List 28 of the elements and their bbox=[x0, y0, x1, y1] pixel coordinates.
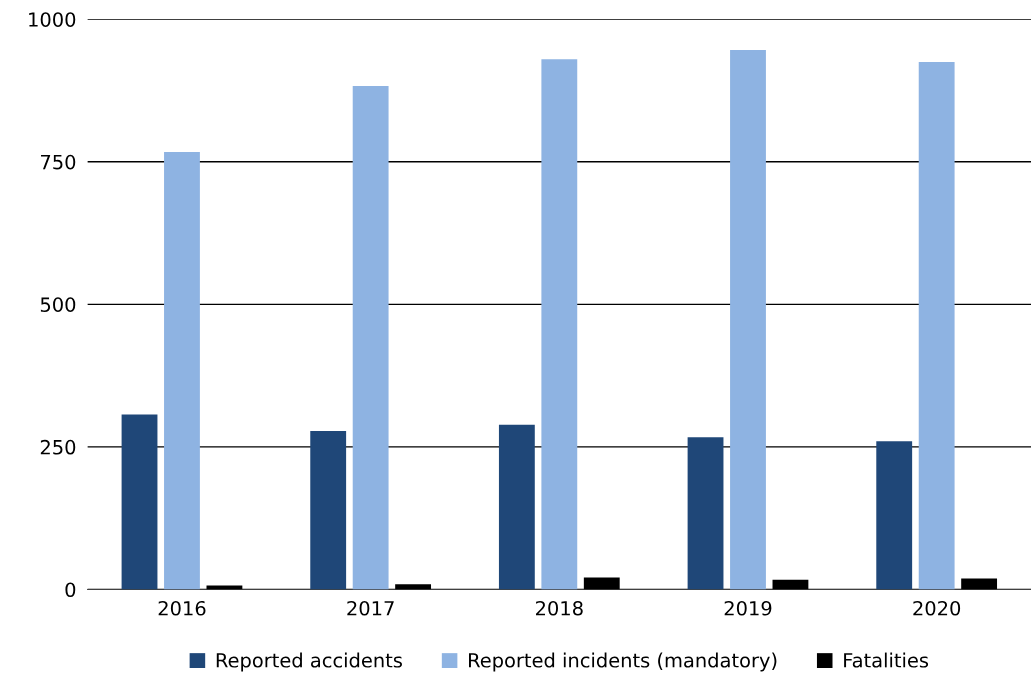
legend-label: Reported incidents (mandatory) bbox=[469, 652, 777, 672]
legend-label: Fatalities bbox=[844, 652, 929, 668]
bar bbox=[730, 50, 766, 590]
x-tick-label: 2020 bbox=[913, 600, 961, 616]
bar bbox=[352, 85, 389, 590]
bar bbox=[961, 578, 998, 590]
bar bbox=[918, 62, 955, 590]
bar bbox=[121, 414, 158, 590]
bar bbox=[772, 579, 809, 590]
bar bbox=[498, 424, 535, 590]
bar bbox=[583, 577, 620, 590]
x-tick-label: 2019 bbox=[724, 600, 772, 616]
bar bbox=[310, 430, 347, 590]
bar bbox=[876, 441, 913, 590]
bar bbox=[395, 584, 432, 590]
x-tick-label: 2018 bbox=[536, 600, 583, 616]
y-tick-label: 0 bbox=[65, 582, 76, 598]
y-tick-label: 1000 bbox=[29, 12, 76, 27]
y-tick-label: 250 bbox=[40, 439, 76, 455]
bar bbox=[541, 59, 578, 590]
x-tick-label: 2016 bbox=[158, 600, 206, 616]
y-tick-label: 500 bbox=[40, 297, 76, 312]
bar bbox=[687, 437, 724, 590]
x-tick-label: 2017 bbox=[347, 600, 394, 616]
bar bbox=[206, 585, 243, 590]
y-tick-label: 750 bbox=[41, 154, 76, 170]
legend-label: Reported accidents bbox=[216, 652, 402, 672]
bar bbox=[164, 152, 200, 590]
